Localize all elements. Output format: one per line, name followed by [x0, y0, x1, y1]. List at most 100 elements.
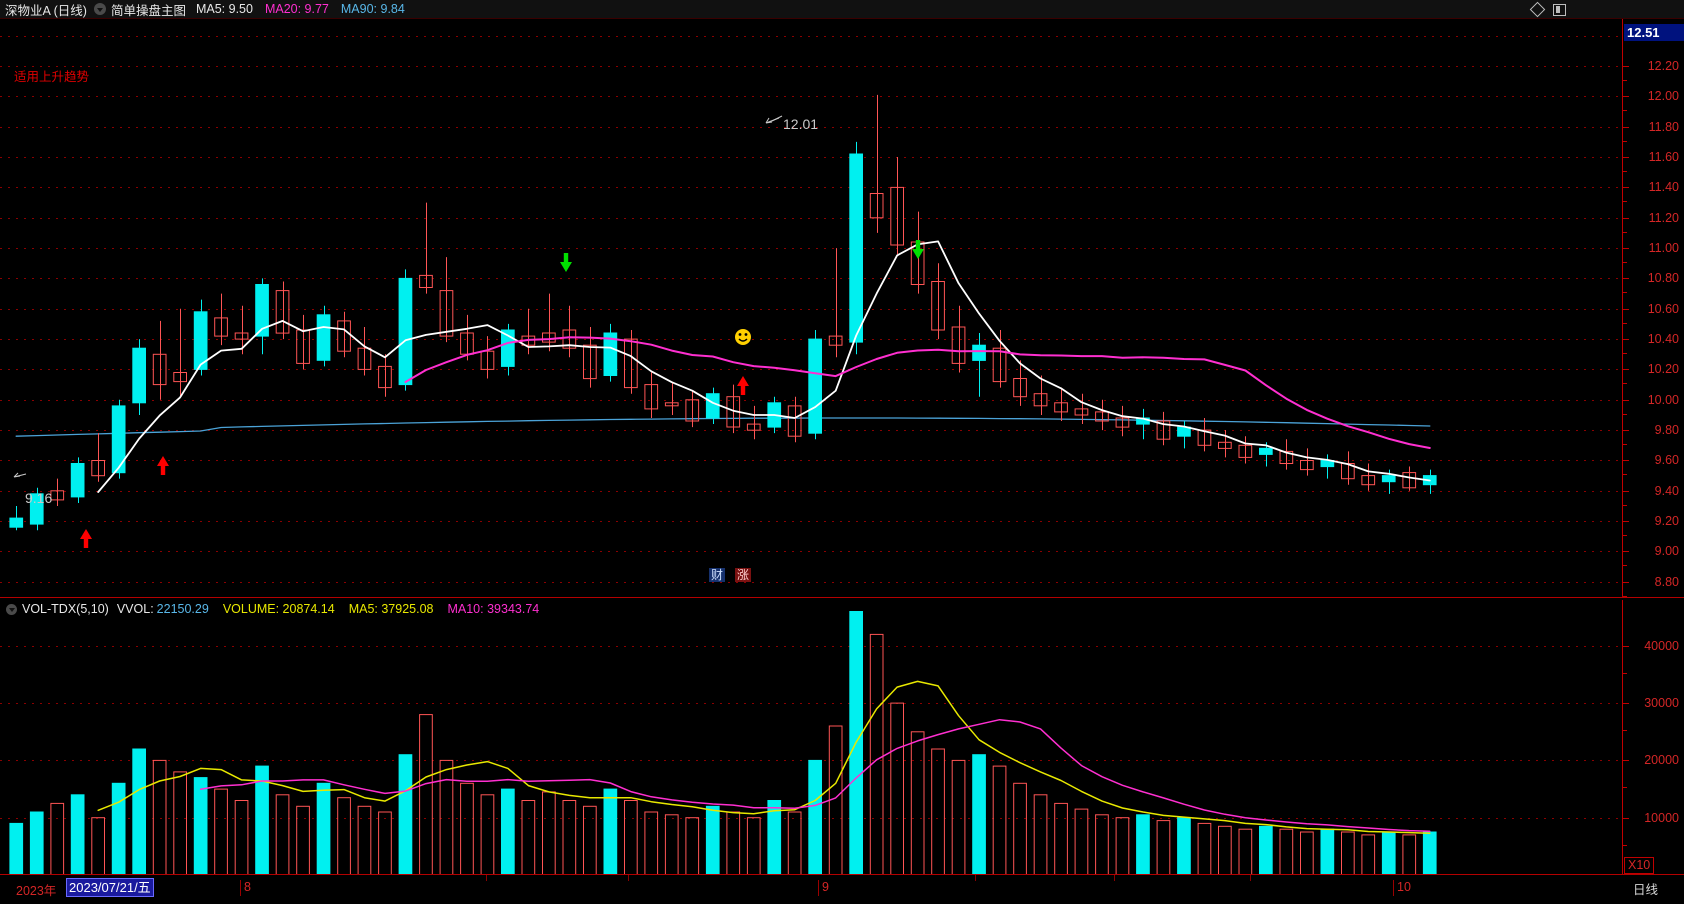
date-axis-tick: [975, 875, 976, 881]
volume-axis-tick-label: 20000: [1644, 753, 1679, 768]
volume-axis-tick: [1623, 646, 1629, 647]
price-axis-tick: [1623, 96, 1629, 97]
price-axis-tick-label: 9.40: [1654, 483, 1679, 498]
panel-layout-icon[interactable]: [1553, 3, 1566, 16]
volume-axis[interactable]: 40000 30000 20000 10000: [1622, 600, 1684, 875]
price-axis-minor-tick: [1623, 596, 1627, 597]
ma20-readout: MA20: 9.77: [264, 2, 329, 16]
indicator-name-label[interactable]: 简单操盘主图: [110, 3, 186, 18]
volume-axis-tick: [1623, 703, 1629, 704]
high-price-annotation: 12.01: [783, 116, 819, 132]
price-axis-tick: [1623, 127, 1629, 128]
volume-axis-tick-label: 10000: [1644, 810, 1679, 825]
price-axis-minor-tick: [1623, 414, 1627, 415]
month-axis-label: 9: [818, 880, 829, 896]
vvol-label: VVOL:: [116, 602, 154, 616]
volume-indicator-header: VOL-TDX(5,10) VVOL: 22150.29 VOLUME: 208…: [0, 601, 539, 617]
diamond-icon[interactable]: [1529, 1, 1546, 18]
volume-readout: VOLUME: 20874.14: [222, 602, 335, 616]
price-axis-tick-label: 9.20: [1654, 514, 1679, 529]
price-axis-minor-tick: [1623, 292, 1627, 293]
price-axis-minor-tick: [1623, 565, 1627, 566]
volume-axis-tick: [1623, 760, 1629, 761]
volume-axis-tick: [1623, 818, 1629, 819]
price-chart-pane[interactable]: 适用上升趋势 12.01 9.16 财 涨: [0, 19, 1622, 597]
price-axis-minor-tick: [1623, 201, 1627, 202]
price-axis-tick-label: 9.60: [1654, 453, 1679, 468]
price-axis-minor-tick: [1623, 444, 1627, 445]
price-axis[interactable]: 12.51 12.20 12.00 11.80 11.60 11.40 11.20 11.0…: [1622, 19, 1684, 597]
date-axis-tick: [1250, 875, 1251, 881]
month-axis-label: 8: [240, 880, 251, 896]
marker-arrow-up: [157, 456, 169, 475]
price-axis-tick-label: 12.20: [1647, 59, 1679, 74]
marker-arrow-down: [560, 253, 572, 272]
price-axis-tick-label: 10.80: [1647, 271, 1679, 286]
selected-price-readout: 12.51: [1624, 24, 1684, 41]
volume-axis-minor-tick: [1623, 787, 1627, 788]
volume-chart-pane[interactable]: [0, 600, 1622, 875]
year-label: 2023年: [16, 884, 57, 898]
volume-axis-minor-tick: [1623, 673, 1627, 674]
period-label[interactable]: 日线: [1633, 883, 1659, 897]
vvol-value: 22150.29: [156, 602, 209, 616]
price-axis-tick: [1623, 582, 1629, 583]
marker-arrow-up: [737, 376, 749, 395]
stock-name-label[interactable]: 深物业A (日线): [5, 3, 87, 18]
selected-date-readout: 2023/07/21/五: [66, 878, 154, 897]
price-candlestick-canvas: [0, 36, 1622, 583]
price-axis-minor-tick: [1623, 171, 1627, 172]
uptrend-note-label: 适用上升趋势: [14, 70, 90, 84]
date-axis-tick: [486, 875, 487, 881]
price-axis-tick: [1623, 218, 1629, 219]
price-axis-tick-label: 11.60: [1648, 150, 1679, 165]
price-axis-minor-tick: [1623, 262, 1627, 263]
price-axis-tick-label: 10.00: [1647, 392, 1679, 407]
price-axis-tick: [1623, 339, 1629, 340]
chevron-down-circle-icon[interactable]: [6, 603, 17, 615]
price-axis-minor-tick: [1623, 141, 1627, 142]
price-axis-tick: [1623, 521, 1629, 522]
volume-indicator-name[interactable]: VOL-TDX(5,10): [22, 602, 109, 616]
pane-divider: [0, 597, 1684, 598]
badge-finance[interactable]: 财: [709, 568, 726, 582]
price-axis-tick: [1623, 551, 1629, 552]
date-axis[interactable]: 2023年 2023/07/21/五 8 9 10: [0, 875, 1622, 904]
price-axis-minor-tick: [1623, 535, 1627, 536]
price-axis-tick: [1623, 369, 1629, 370]
date-axis-tick: [628, 875, 629, 881]
price-axis-minor-tick: [1623, 323, 1627, 324]
price-axis-tick: [1623, 309, 1629, 310]
month-axis-label: 10: [1393, 880, 1411, 896]
price-axis-minor-tick: [1623, 474, 1627, 475]
price-axis-minor-tick: [1623, 80, 1627, 81]
price-axis-tick-label: 11.40: [1648, 180, 1679, 195]
volume-ma10-readout: MA10: 39343.74: [447, 602, 540, 616]
volume-bars-canvas: [0, 611, 1622, 875]
price-axis-tick: [1623, 248, 1629, 249]
price-axis-tick-label: 10.60: [1647, 301, 1679, 316]
price-axis-tick: [1623, 460, 1629, 461]
price-axis-tick: [1623, 400, 1629, 401]
marker-arrow-up: [80, 529, 92, 548]
price-axis-tick: [1623, 187, 1629, 188]
price-axis-minor-tick: [1623, 505, 1627, 506]
badge-rise[interactable]: 涨: [735, 568, 752, 582]
titlebar-icon-group: [1529, 0, 1566, 19]
volume-axis-minor-tick: [1623, 845, 1627, 846]
price-axis-tick-label: 10.20: [1647, 362, 1679, 377]
ma5-readout: MA5: 9.50: [195, 2, 253, 16]
chevron-down-circle-icon[interactable]: [93, 3, 106, 15]
volume-axis-tick-label: 40000: [1644, 638, 1679, 653]
price-axis-tick: [1623, 278, 1629, 279]
price-axis-tick: [1623, 66, 1629, 67]
price-axis-tick-label: 12.00: [1647, 89, 1679, 104]
price-axis-tick-label: 8.80: [1654, 574, 1679, 589]
price-axis-tick-label: 11.00: [1648, 241, 1679, 256]
date-axis-tick: [1114, 875, 1115, 881]
price-axis-tick: [1623, 430, 1629, 431]
volume-ma5-readout: MA5: 37925.08: [348, 602, 434, 616]
volume-multiplier-label: X10: [1624, 857, 1655, 874]
price-axis-tick: [1623, 157, 1629, 158]
